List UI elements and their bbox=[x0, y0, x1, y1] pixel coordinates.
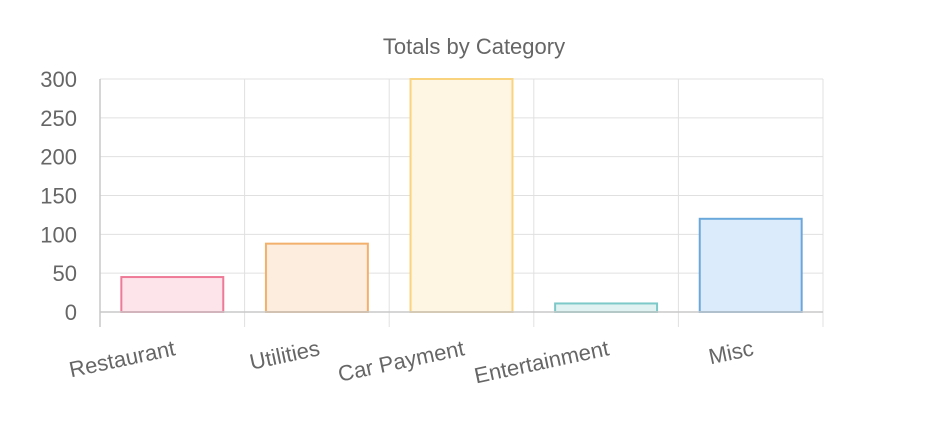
bar-utilities bbox=[264, 242, 369, 313]
y-tick-label: 100 bbox=[40, 222, 77, 247]
bar-entertainment bbox=[554, 302, 659, 313]
bar-misc bbox=[698, 217, 803, 313]
x-tick-label: Misc bbox=[706, 335, 755, 369]
x-tick-labels: Restaurant Utilities Car Payment Entertainm… bbox=[67, 335, 756, 388]
y-tick-label: 50 bbox=[53, 261, 77, 286]
x-tick-label: Restaurant bbox=[67, 335, 177, 382]
y-tick-label: 250 bbox=[40, 106, 77, 131]
axis-layer bbox=[99, 79, 823, 327]
bars-layer bbox=[120, 78, 803, 313]
y-tick-label: 300 bbox=[40, 67, 77, 92]
x-tick-label: Car Payment bbox=[336, 335, 467, 386]
y-tick-label: 200 bbox=[40, 145, 77, 170]
bar-car-payment bbox=[409, 78, 514, 313]
bar-restaurant bbox=[120, 276, 225, 313]
chart-title: Totals by Category bbox=[383, 34, 565, 59]
x-tick-label: Utilities bbox=[247, 335, 322, 374]
y-tick-label: 0 bbox=[65, 300, 77, 325]
x-tick-label: Entertainment bbox=[472, 335, 611, 388]
y-tick-labels: 0 50 100 150 200 250 300 bbox=[40, 67, 77, 325]
y-tick-label: 150 bbox=[40, 184, 77, 209]
